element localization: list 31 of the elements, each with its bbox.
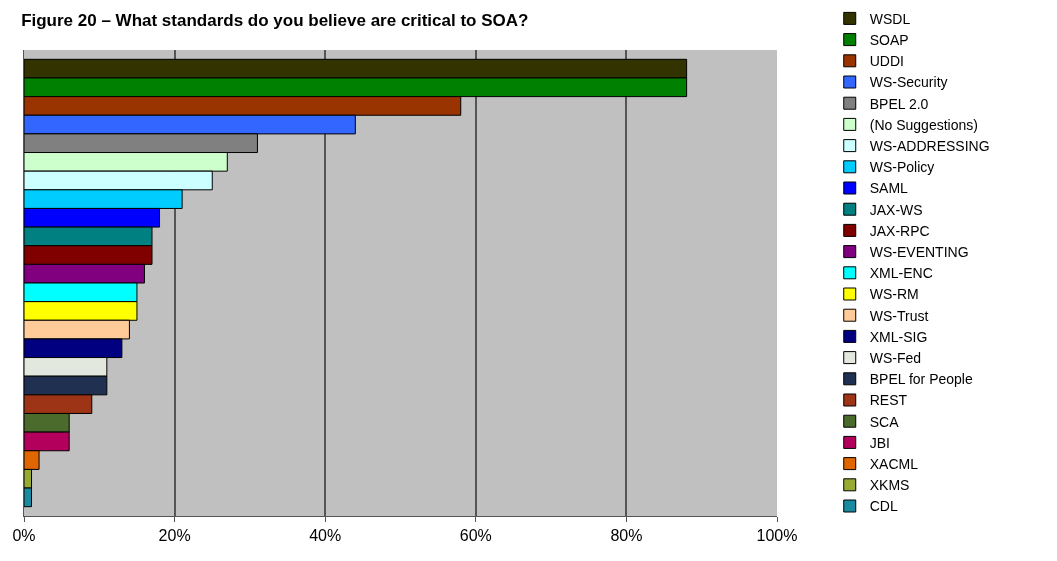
legend-label: JBI — [869, 434, 890, 451]
legend-label: WS-RM — [869, 286, 919, 303]
legend-label: SCA — [869, 413, 900, 430]
legend-label: JAX-RPC — [869, 222, 930, 239]
legend-label: XKMS — [869, 477, 910, 494]
legend-label: (No Suggestions) — [869, 116, 978, 133]
x-tick-label: 100% — [756, 527, 798, 545]
legend-label: SAML — [869, 180, 909, 197]
legend-label: XML-ENC — [869, 265, 933, 282]
x-tick-label: 80% — [610, 527, 643, 545]
legend-label: XML-SIG — [869, 328, 928, 345]
x-tick-label: 0% — [12, 527, 36, 545]
legend-label: WS-Security — [869, 74, 948, 91]
legend-label: WS-EVENTING — [869, 244, 969, 261]
legend-label: REST — [869, 392, 908, 409]
legend-label: WSDL — [869, 10, 911, 27]
legend-label: WS-Policy — [869, 159, 935, 176]
legend-label: CDL — [869, 498, 898, 515]
legend-label: BPEL 2.0 — [869, 95, 929, 112]
legend-label: UDDI — [869, 53, 904, 70]
legend-label: WS-Trust — [869, 307, 929, 324]
legend-label: SOAP — [869, 32, 909, 49]
chart-title: Figure 20 – What standards do you believe are critical to SOA? — [21, 10, 529, 30]
legend-label: WS-ADDRESSING — [869, 138, 990, 155]
legend-label: BPEL for People — [869, 371, 973, 388]
x-tick-label: 40% — [309, 527, 342, 545]
legend-label: JAX-WS — [869, 201, 923, 218]
x-tick-label: 20% — [158, 527, 191, 545]
legend-label: XACML — [869, 456, 919, 473]
legend-label: WS-Fed — [869, 350, 922, 367]
x-tick-label: 60% — [459, 527, 492, 545]
